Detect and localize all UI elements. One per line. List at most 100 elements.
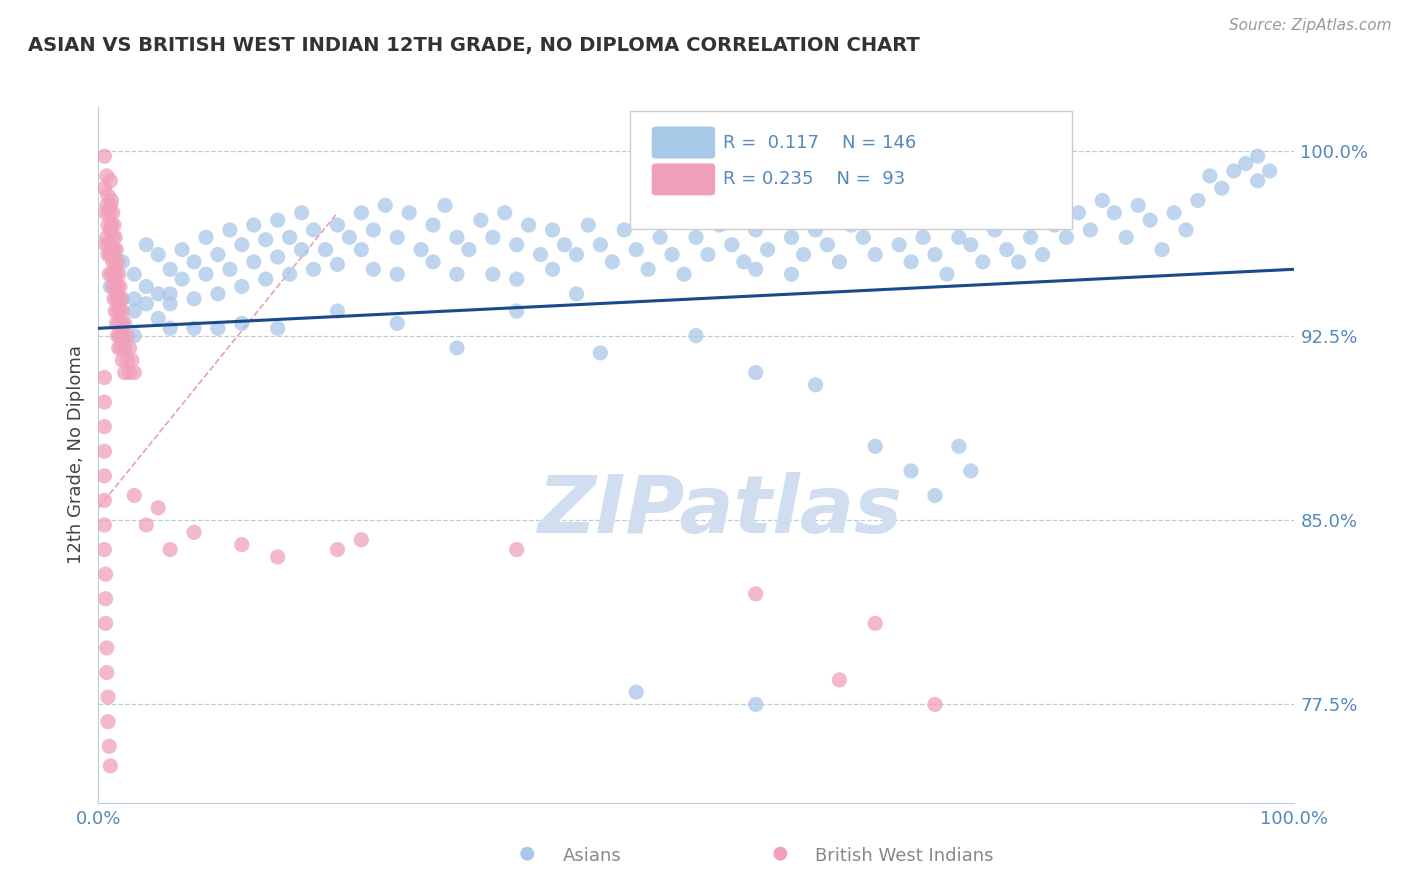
Point (101, 206, 124, 220)
Point (863, 439, 886, 453)
Point (267, 250, 290, 264)
Point (107, 279, 129, 293)
Point (104, 230, 127, 244)
Point (315, 243, 337, 257)
Point (104, 255, 127, 269)
Point (733, 255, 755, 269)
Point (97, 218, 120, 232)
FancyBboxPatch shape (652, 127, 716, 159)
Point (769, 847, 792, 861)
Point (1007, 255, 1029, 269)
Point (793, 247, 815, 261)
Point (745, 366, 768, 380)
Point (93, 493, 115, 508)
Point (107, 328, 129, 343)
Point (780, 267, 803, 281)
Point (207, 247, 229, 261)
Point (506, 304, 529, 318)
Text: R =  0.117    N = 146: R = 0.117 N = 146 (724, 134, 917, 152)
Point (93, 370, 115, 384)
Point (148, 500, 170, 515)
Point (231, 538, 253, 552)
Point (107, 292, 129, 306)
Point (446, 230, 468, 244)
Point (124, 292, 146, 306)
Text: R = 0.235    N =  93: R = 0.235 N = 93 (724, 169, 905, 187)
Point (554, 237, 576, 252)
Point (114, 341, 136, 355)
FancyBboxPatch shape (630, 111, 1073, 229)
Point (135, 518, 157, 533)
Point (1032, 247, 1054, 261)
Point (350, 243, 373, 257)
Point (541, 262, 564, 277)
Point (135, 279, 157, 293)
Point (624, 685, 647, 699)
Point (411, 243, 433, 257)
Point (96, 230, 118, 244)
Point (685, 328, 707, 343)
Point (326, 257, 349, 271)
Point (105, 243, 128, 257)
Point (1080, 223, 1102, 237)
Point (159, 262, 181, 277)
Point (94, 616, 117, 631)
Point (661, 247, 683, 261)
Point (1246, 174, 1268, 188)
Point (96, 665, 118, 680)
Point (111, 304, 134, 318)
Point (422, 255, 444, 269)
Point (124, 304, 146, 318)
Point (93, 181, 115, 195)
Point (219, 262, 242, 277)
Point (637, 262, 659, 277)
Point (98, 267, 121, 281)
Point (422, 218, 444, 232)
Point (124, 366, 146, 380)
Point (481, 230, 505, 244)
Point (972, 255, 994, 269)
Point (93, 444, 115, 458)
Point (1222, 164, 1246, 178)
Point (481, 267, 505, 281)
Point (100, 243, 122, 257)
Point (104, 304, 127, 318)
Point (350, 206, 373, 220)
Point (363, 223, 385, 237)
Point (111, 328, 134, 343)
Point (111, 292, 134, 306)
Point (100, 194, 122, 208)
Point (385, 267, 409, 281)
Point (267, 213, 290, 227)
Point (159, 286, 181, 301)
Point (148, 286, 170, 301)
Point (98, 237, 121, 252)
Point (115, 328, 138, 343)
Point (107, 255, 129, 269)
Point (863, 616, 886, 631)
Point (1187, 194, 1209, 208)
Point (98, 279, 122, 293)
Point (93, 518, 115, 533)
Point (685, 230, 707, 244)
Point (1102, 206, 1125, 220)
Point (1246, 149, 1268, 163)
Point (600, 255, 623, 269)
Point (768, 213, 790, 227)
Point (104, 279, 127, 293)
Point (231, 317, 253, 331)
Point (959, 237, 981, 252)
Point (101, 230, 124, 244)
Point (243, 218, 266, 232)
Point (804, 377, 827, 392)
Point (93, 395, 115, 409)
Point (111, 353, 134, 368)
Point (385, 317, 409, 331)
Point (267, 549, 290, 564)
Point (1115, 230, 1137, 244)
Point (1067, 206, 1090, 220)
Point (1043, 218, 1066, 232)
Point (470, 213, 492, 227)
Point (94, 567, 117, 582)
Point (108, 279, 131, 293)
